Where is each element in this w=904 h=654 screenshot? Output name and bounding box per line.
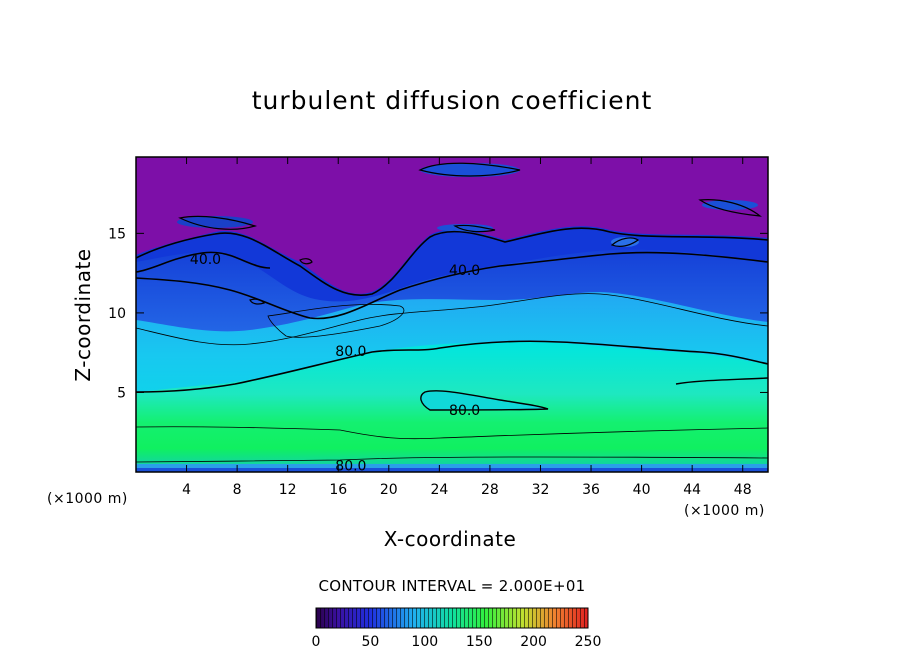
y-axis-label: Z-coordinate xyxy=(71,248,95,382)
colorbar-tick-label: 50 xyxy=(361,634,379,650)
colorbar-tick-label: 200 xyxy=(520,634,547,650)
x-tick-label: 20 xyxy=(380,482,398,498)
x-tick-label: 28 xyxy=(481,482,499,498)
field-fill xyxy=(136,157,768,472)
x-unit-label-left: (×1000 m) xyxy=(47,491,128,507)
plot-frame xyxy=(135,156,769,473)
contour-label: 80.0 xyxy=(449,403,480,419)
x-tick-label: 4 xyxy=(182,482,191,498)
contour-lines xyxy=(136,162,768,463)
contour-label: 40.0 xyxy=(190,252,221,268)
x-tick-label: 12 xyxy=(279,482,297,498)
colorbar: 0 50 100 150 200 250 xyxy=(312,607,602,650)
x-tick-label: 48 xyxy=(734,482,752,498)
x-tick-label: 44 xyxy=(683,482,701,498)
y-tick-label: 5 xyxy=(117,385,126,401)
x-tick-label: 8 xyxy=(233,482,242,498)
x-axis: 4 8 12 16 20 24 28 32 36 40 44 48 xyxy=(182,157,752,498)
contour-interval-text: CONTOUR INTERVAL = 2.000E+01 xyxy=(318,577,586,595)
x-unit-label-right: (×1000 m) xyxy=(684,503,765,519)
colorbar-tick-label: 100 xyxy=(411,634,438,650)
y-tick-label: 10 xyxy=(108,306,126,322)
x-tick-label: 16 xyxy=(329,482,347,498)
colorbar-stripes xyxy=(316,608,588,628)
colorbar-tick-label: 250 xyxy=(575,634,602,650)
x-axis-label: X-coordinate xyxy=(383,527,517,551)
colorbar-tick-label: 150 xyxy=(466,634,493,650)
colorbar-tick-label: 0 xyxy=(312,634,321,650)
x-tick-label: 36 xyxy=(582,482,600,498)
chart-title: turbulent diffusion coefficient xyxy=(251,86,653,115)
x-tick-label: 32 xyxy=(532,482,550,498)
contour-label: 80.0 xyxy=(335,344,366,360)
contour-label: 40.0 xyxy=(449,263,480,279)
colorbar-ticks: 0 50 100 150 200 250 xyxy=(312,634,602,650)
x-tick-label: 24 xyxy=(430,482,448,498)
y-tick-label: 15 xyxy=(108,226,126,242)
y-axis: 5 10 15 xyxy=(108,226,768,401)
x-tick-label: 40 xyxy=(633,482,651,498)
contour-labels: 40.0 40.0 80.0 80.0 80.0 xyxy=(190,252,480,475)
contour-label: 80.0 xyxy=(335,459,366,475)
colorbar-frame xyxy=(315,607,589,629)
